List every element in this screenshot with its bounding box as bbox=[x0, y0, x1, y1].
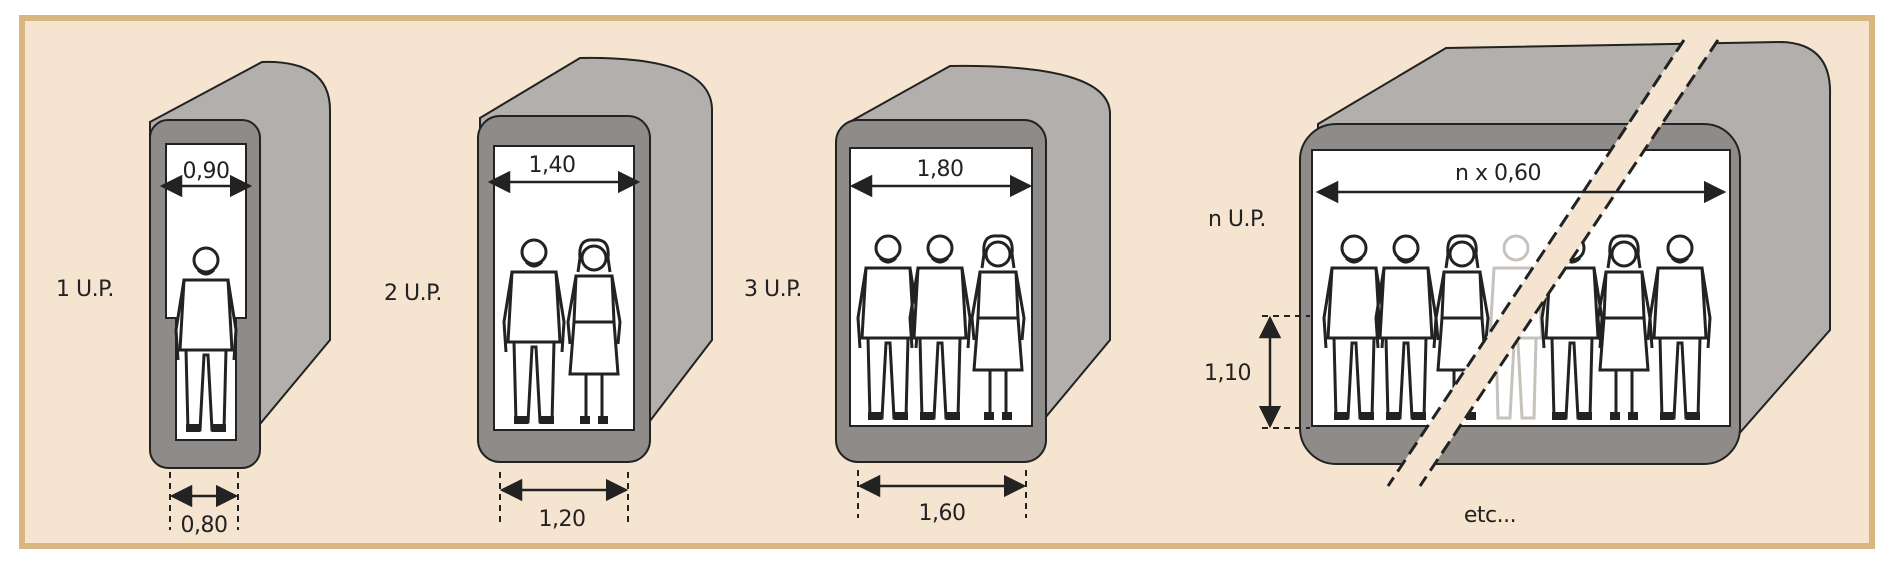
panel-2-up: 1,40 1,20 2 U.P. bbox=[384, 56, 713, 532]
capacity-label: n U.P. bbox=[1208, 207, 1266, 232]
capacity-label: 2 U.P. bbox=[384, 281, 442, 306]
capacity-label: 1 U.P. bbox=[56, 277, 114, 302]
bottom-width-label: 0,80 bbox=[181, 513, 228, 538]
footer-etc-label: etc... bbox=[1464, 503, 1516, 528]
bottom-width-label: 1,20 bbox=[539, 507, 586, 532]
bottom-width-label: 1,60 bbox=[919, 501, 966, 526]
panel-3-up: 1,80 1,60 3 U.P. bbox=[744, 64, 1111, 526]
break-line-right bbox=[1418, 39, 1720, 487]
top-width-label: 1,80 bbox=[917, 157, 964, 182]
top-width-label: n x 0,60 bbox=[1455, 161, 1541, 186]
break-line-left bbox=[1386, 39, 1686, 487]
panel-1-up: 0,90 0,80 1 U.P. bbox=[56, 60, 331, 538]
break-band bbox=[1388, 40, 1718, 486]
capacity-label: 3 U.P. bbox=[744, 277, 802, 302]
panel-n-up: n x 0,60 1,10 n U.P. etc... bbox=[1204, 39, 1832, 528]
top-width-label: 0,90 bbox=[183, 159, 230, 184]
top-width-label: 1,40 bbox=[529, 153, 576, 178]
height-label: 1,10 bbox=[1204, 361, 1251, 386]
